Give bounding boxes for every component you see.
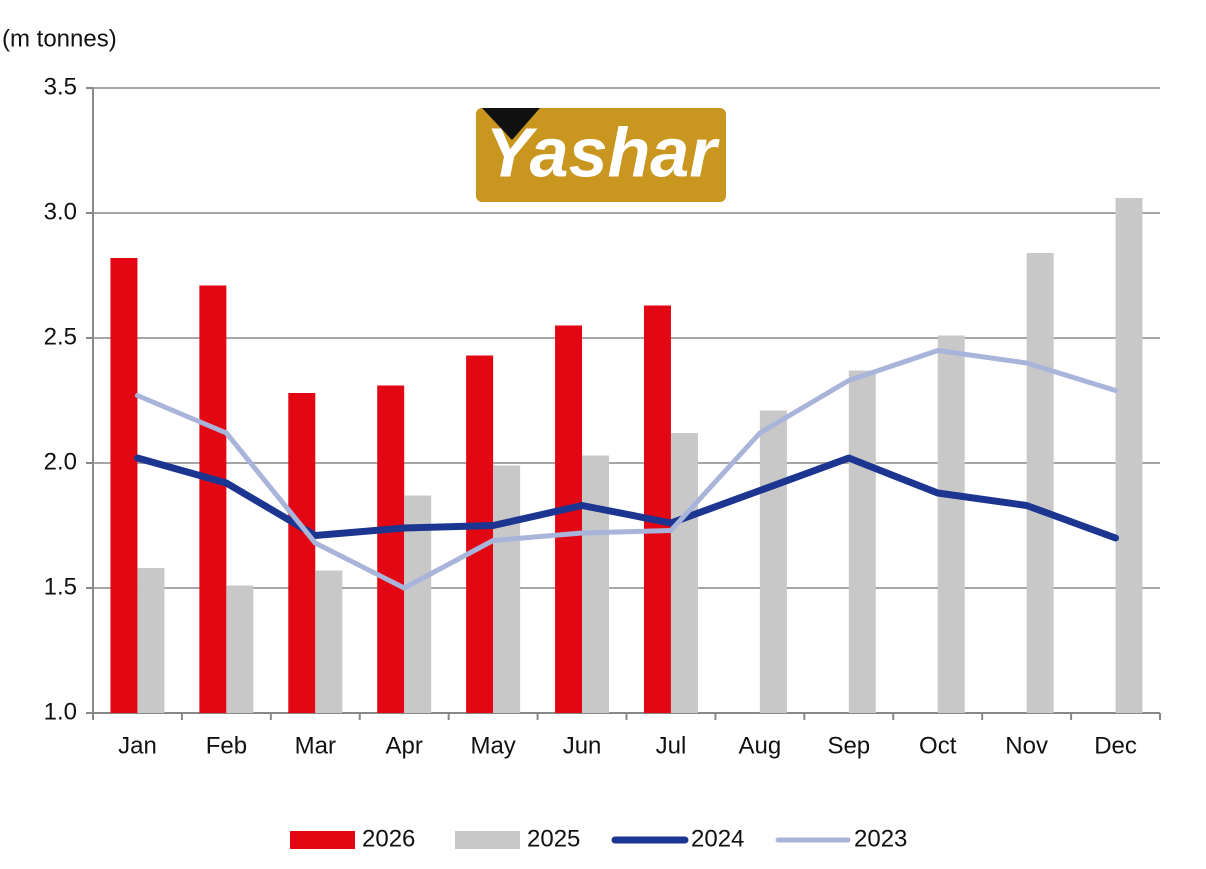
- bar: [404, 495, 432, 713]
- bar: [937, 335, 965, 713]
- bar: [199, 285, 227, 713]
- bar: [493, 465, 521, 713]
- x-tick-label: Nov: [1005, 732, 1048, 759]
- legend-swatch: [290, 831, 355, 849]
- bar: [315, 570, 343, 713]
- bar: [848, 370, 876, 713]
- x-tick-label: Dec: [1094, 732, 1137, 759]
- bar: [582, 455, 610, 713]
- bar: [377, 385, 405, 713]
- legend-label: 2026: [362, 825, 415, 852]
- legend-label: 2025: [527, 825, 580, 852]
- y-tick-label: 3.5: [44, 73, 77, 100]
- line: [133, 454, 1120, 542]
- x-tick-label: Sep: [827, 732, 870, 759]
- x-tick-label: Feb: [206, 732, 247, 759]
- bar: [466, 355, 494, 713]
- bar: [288, 393, 316, 713]
- bar: [1026, 253, 1054, 713]
- x-tick-label: Oct: [919, 732, 957, 759]
- logo-background: [476, 108, 726, 202]
- y-tick-label: 2.5: [44, 323, 77, 350]
- bar: [110, 258, 138, 713]
- x-tick-label: Aug: [739, 732, 782, 759]
- line: [134, 348, 1119, 591]
- bar: [226, 585, 254, 713]
- x-tick-label: Jul: [656, 732, 687, 759]
- legend-label: 2023: [854, 825, 907, 852]
- bar: [137, 568, 165, 713]
- legend-swatch: [455, 831, 520, 849]
- y-tick-label: 3.0: [44, 198, 77, 225]
- x-tick-label: Jun: [563, 732, 602, 759]
- y-tick-label: 1.5: [44, 573, 77, 600]
- y-tick-label: 1.0: [44, 698, 77, 725]
- bar: [643, 305, 671, 713]
- bar: [1115, 198, 1143, 713]
- y-axis-label: (m tonnes): [2, 25, 117, 52]
- legend-label: 2024: [691, 825, 744, 852]
- bar: [759, 410, 787, 713]
- x-tick-label: Jan: [118, 732, 157, 759]
- logo-text: Yashar: [486, 113, 721, 191]
- x-tick-label: May: [470, 732, 515, 759]
- y-tick-label: 2.0: [44, 448, 77, 475]
- x-tick-label: Mar: [295, 732, 336, 759]
- bar: [670, 433, 698, 713]
- x-tick-label: Apr: [386, 732, 423, 759]
- logo-icon: [482, 108, 540, 140]
- logo: Yashar: [476, 108, 726, 202]
- bar: [555, 325, 583, 713]
